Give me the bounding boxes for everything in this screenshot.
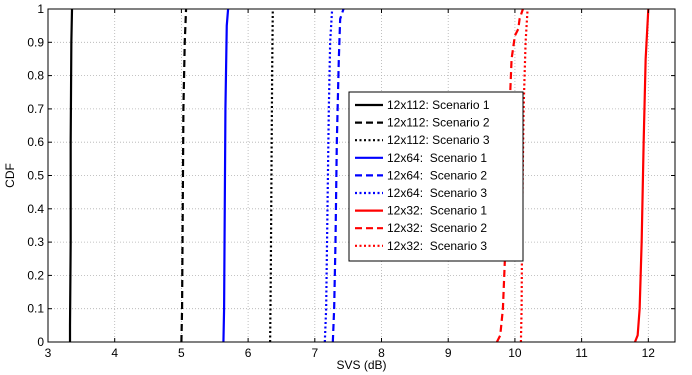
y-tick-label: 0.9: [27, 35, 44, 49]
y-tick-label: 0: [37, 335, 44, 349]
legend-entry-label: 12x112: Scenario 2: [387, 116, 490, 130]
x-tick-label: 6: [245, 346, 252, 360]
series-line-1: [68, 8, 74, 342]
y-tick-label: 0.6: [27, 135, 44, 149]
series-line-7: [633, 8, 650, 343]
legend-entry-label: 12x112: Scenario 3: [387, 133, 490, 147]
x-tick-label: 11: [575, 346, 588, 360]
y-tick-label: 0.1: [27, 302, 44, 316]
y-tick-label: 0.7: [27, 102, 44, 116]
x-tick-label: 5: [178, 346, 185, 360]
series-line-9: [519, 8, 529, 343]
legend-entry-label: 12x32: Scenario 1: [387, 204, 487, 218]
series-line-5: [331, 8, 345, 343]
x-tick-label: 4: [111, 346, 118, 360]
x-tick-label: 3: [45, 346, 52, 360]
legend-entry-label: 12x112: Scenario 1: [387, 98, 490, 112]
legend-entry-label: 12x32: Scenario 3: [387, 239, 487, 253]
x-tick-label: 7: [311, 346, 318, 360]
x-tick-label: 8: [378, 346, 385, 360]
y-tick-label: 1: [37, 2, 44, 16]
legend: 12x112: Scenario 1 12x112: Scenario 2 12x1…: [348, 91, 524, 262]
series-line-4: [222, 8, 230, 343]
legend-entry-label: 12x32: Scenario 2: [387, 221, 487, 235]
x-axis-label: SVS (dB): [336, 358, 386, 372]
y-tick-label: 0.4: [27, 202, 44, 216]
y-tick-label: 0.5: [27, 169, 44, 183]
legend-box: [348, 91, 524, 262]
series-line-2: [180, 8, 188, 343]
series-line-6: [323, 8, 334, 343]
legend-entry-label: 12x64: Scenario 3: [387, 186, 487, 200]
series-line-3: [269, 8, 274, 343]
ticks: 3 4 5 6 7 8 9 10 11 12 0 0.1 0.2 0.3 0.4 0.5 0.6 0.7 0.8 0.…: [27, 2, 675, 360]
y-axis-label: CDF: [3, 163, 17, 188]
y-tick-label: 0.2: [27, 268, 44, 282]
y-tick-label: 0.3: [27, 235, 44, 249]
x-tick-label: 10: [508, 346, 522, 360]
grid: [48, 9, 675, 342]
x-tick-label: 12: [642, 346, 656, 360]
legend-entry-label: 12x64: Scenario 2: [387, 168, 487, 182]
x-tick-label: 9: [445, 346, 452, 360]
y-tick-label: 0.8: [27, 69, 44, 83]
legend-entry-label: 12x64: Scenario 1: [387, 151, 487, 165]
